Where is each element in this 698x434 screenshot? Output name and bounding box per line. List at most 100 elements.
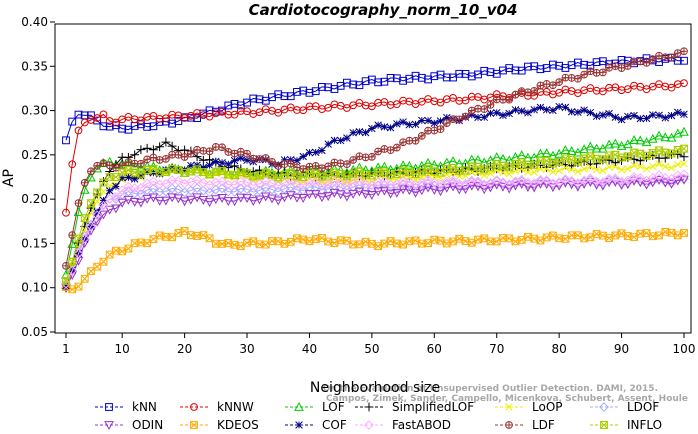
data-point-fastabod [591, 176, 602, 187]
data-point-knn [511, 66, 520, 75]
data-point-lof [660, 132, 671, 142]
data-point-ldf [62, 261, 70, 270]
data-point-inflo [629, 148, 639, 157]
data-point-knnw [112, 118, 120, 127]
data-point-lof [622, 139, 633, 149]
data-point-cof [137, 172, 145, 180]
data-point-fastabod [223, 179, 234, 190]
data-point-ldof [242, 184, 252, 195]
legend-item-cof: COF [285, 418, 347, 432]
data-point-lof [535, 148, 546, 158]
data-point-knn [286, 92, 295, 101]
data-point-cof [199, 163, 208, 172]
data-point-fastabod [267, 178, 277, 189]
watermark-line-authors: Campos, Zimek, Sander, Campello, Micenko… [326, 394, 688, 404]
data-point-ldf [605, 63, 613, 72]
data-point-knnw [274, 108, 283, 117]
data-point-odin [335, 190, 346, 200]
data-point-inflo [155, 168, 165, 177]
data-point-fastabod [248, 180, 259, 191]
data-point-simplifiedlof [679, 152, 689, 162]
data-point-odin [273, 196, 284, 206]
data-point-odin [672, 176, 683, 186]
plot-area-frame [54, 23, 692, 334]
data-point-fastabod [117, 185, 128, 196]
data-point-knn [93, 116, 102, 125]
data-point-cof [293, 156, 301, 165]
data-point-knn [399, 76, 407, 85]
data-point-cof [99, 196, 108, 205]
data-point-ldf [399, 138, 407, 147]
data-point-ldf [205, 147, 214, 156]
data-point-ldf [324, 162, 333, 171]
data-point-odin [129, 197, 140, 207]
data-point-inflo [329, 168, 340, 177]
data-point-knn [561, 64, 570, 72]
data-point-kdeos [636, 229, 645, 238]
data-point-cof [305, 148, 314, 157]
data-point-ldf [255, 155, 264, 163]
data-point-kdeos [218, 239, 226, 248]
data-point-kdeos [567, 231, 576, 240]
data-point-kdeos [112, 246, 120, 255]
data-point-cof [667, 111, 676, 120]
data-point-cof [93, 208, 101, 216]
data-point-cof [355, 128, 364, 136]
data-point-knn [567, 61, 576, 70]
y-tick-label: 0.10 [21, 281, 48, 295]
data-point-kdeos [193, 232, 201, 240]
data-point-odin [385, 189, 396, 199]
data-point-fastabod [622, 175, 633, 186]
watermark: Campos, Zimek, Sander, Campello, Micenko… [323, 384, 688, 404]
data-point-lof [591, 143, 602, 153]
data-point-kdeos [99, 257, 108, 266]
data-point-loop [99, 187, 108, 196]
data-point-lof [604, 139, 614, 149]
data-point-cof [524, 109, 532, 117]
data-point-odin [523, 183, 533, 193]
data-point-kdeos [230, 240, 239, 249]
data-point-knn [105, 122, 114, 131]
data-point-knn [224, 101, 233, 110]
data-point-inflo [130, 168, 140, 177]
data-point-odin [516, 180, 527, 190]
data-point-cof [336, 136, 345, 145]
data-point-knn [361, 77, 370, 86]
data-point-ldf [330, 158, 339, 167]
data-point-kdeos [661, 227, 670, 236]
data-point-fastabod [429, 177, 440, 188]
data-point-loop [680, 159, 688, 168]
data-point-odin [248, 197, 259, 207]
data-point-loop [642, 165, 651, 173]
data-point-odin [242, 194, 252, 204]
data-point-ldf [417, 131, 426, 140]
data-point-cof [517, 107, 526, 115]
data-point-odin [510, 181, 521, 191]
legend-label: LDOF [627, 400, 659, 414]
data-point-cof [105, 186, 114, 195]
data-point-fastabod [354, 176, 365, 186]
data-point-lof [629, 134, 639, 144]
data-point-cof [486, 109, 495, 118]
data-point-kdeos [474, 235, 482, 244]
data-point-loop [599, 166, 607, 175]
data-point-cof [592, 112, 601, 121]
data-point-kdeos [224, 239, 233, 247]
data-point-knn [99, 122, 108, 131]
data-point-kdeos [349, 240, 358, 249]
data-point-lof [654, 130, 664, 140]
data-point-ldf [567, 74, 576, 82]
data-point-knn [517, 66, 526, 75]
data-point-odin [210, 195, 221, 205]
data-point-inflo [510, 160, 521, 169]
data-point-fastabod [398, 176, 408, 187]
data-point-odin [504, 184, 515, 194]
data-point-ldof [491, 176, 502, 186]
data-point-lof [666, 132, 677, 142]
data-point-knnw [611, 83, 620, 92]
y-tick-label: 0.25 [21, 148, 48, 162]
legend-swatch-marker [599, 402, 609, 412]
data-point-knn [305, 88, 314, 97]
data-point-ldf [580, 70, 589, 79]
